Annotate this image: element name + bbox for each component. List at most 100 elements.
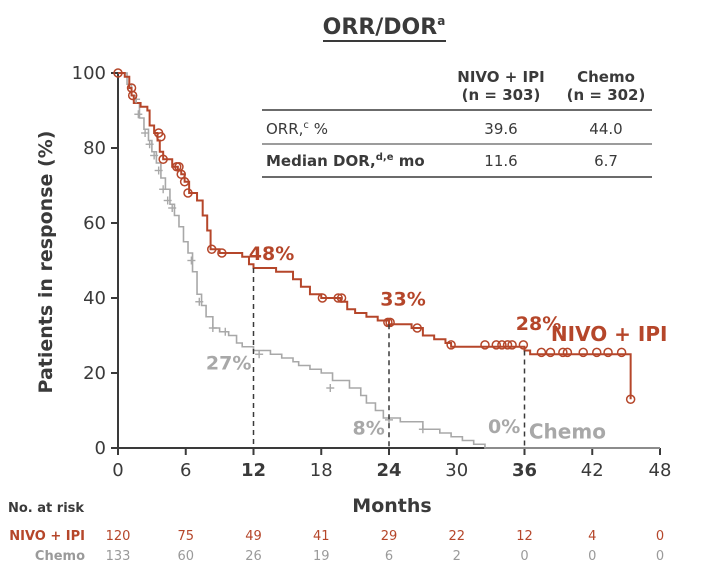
censor-mark-nivo <box>333 293 343 303</box>
censor-mark-nivo <box>497 340 507 350</box>
curve-nivo <box>118 72 632 400</box>
at-risk-nivo-label: NIVO + IPI <box>9 529 85 544</box>
at-risk-nivo: 29 <box>381 529 398 544</box>
censor-mark-nivo <box>176 169 186 179</box>
table-col-nivo-header: NIVO + IPI <box>457 68 544 86</box>
censor-mark-chemo <box>150 151 159 160</box>
censor-mark-nivo <box>412 323 422 333</box>
x-tick-label: 24 <box>376 460 401 481</box>
table-row-dor-chemo: 6.7 <box>594 152 618 170</box>
y-tick-label: 60 <box>83 213 106 234</box>
censor-mark-chemo <box>168 204 177 212</box>
landmark-label-nivo: 28% <box>516 313 561 335</box>
censor-mark-nivo <box>625 394 636 404</box>
censor-mark-nivo <box>558 347 568 358</box>
censor-mark-chemo <box>159 185 168 194</box>
table-col-chemo-header: Chemo <box>577 68 635 86</box>
censor-mark-nivo <box>562 347 573 358</box>
x-axis-label: Months <box>352 495 431 517</box>
series-label-chemo: Chemo <box>529 420 606 444</box>
censor-mark-nivo <box>578 347 588 358</box>
landmark-label-chemo: 8% <box>353 418 385 440</box>
y-tick-label: 100 <box>72 63 106 84</box>
censor-mark-nivo <box>156 132 166 142</box>
table-row-dor-label: Median DOR,d,e mo <box>266 152 425 170</box>
at-risk-nivo: 22 <box>448 529 465 544</box>
censor-mark-nivo <box>217 248 227 258</box>
table-col-chemo-n: (n = 302) <box>567 86 646 104</box>
at-risk-chemo: 133 <box>106 549 131 564</box>
censor-mark-nivo <box>536 347 547 358</box>
x-tick-label: 30 <box>445 460 468 481</box>
censor-mark-chemo <box>145 140 154 149</box>
censor-mark-chemo <box>163 196 172 205</box>
censor-mark-nivo <box>183 188 193 198</box>
censor-mark-nivo <box>446 340 456 350</box>
x-tick-label: 18 <box>310 460 333 481</box>
at-risk-header: No. at risk <box>8 501 84 516</box>
censor-mark-nivo <box>518 340 529 350</box>
censor-mark-nivo <box>592 347 602 358</box>
censor-mark-nivo <box>317 293 328 303</box>
censor-mark-chemo <box>141 129 150 137</box>
summary-table: NIVO + IPI (n = 303) Chemo (n = 302) ORR… <box>262 68 652 178</box>
x-tick-label: 12 <box>241 460 266 481</box>
landmark-label-chemo: 27% <box>206 352 251 374</box>
at-risk-chemo: 0 <box>588 549 596 564</box>
table-row-dor-nivo: 11.6 <box>484 152 517 170</box>
x-tick-label: 48 <box>649 460 672 481</box>
censor-mark-chemo <box>154 166 163 175</box>
censor-mark-chemo <box>195 297 204 306</box>
censor-mark-chemo <box>208 324 217 332</box>
censor-mark-nivo <box>491 340 502 350</box>
series-label-nivo: NIVO + IPI <box>551 322 668 346</box>
x-tick-label: 0 <box>112 460 123 481</box>
censor-mark-nivo <box>336 293 347 303</box>
table-col-nivo-n: (n = 303) <box>462 86 541 104</box>
x-tick-label: 42 <box>581 460 604 481</box>
landmark-label-chemo: 0% <box>488 416 520 438</box>
censor-mark-chemo <box>187 256 196 265</box>
at-risk-nivo: 41 <box>313 529 330 544</box>
at-risk-nivo: 4 <box>588 529 596 544</box>
y-tick-label: 80 <box>83 138 106 159</box>
censor-mark-nivo <box>113 68 123 78</box>
curve-chemo <box>118 72 660 449</box>
landmark-label-nivo: 48% <box>249 243 294 265</box>
y-tick-label: 40 <box>83 288 106 309</box>
at-risk-chemo: 19 <box>313 549 330 564</box>
censor-mark-nivo <box>206 244 217 254</box>
censor-mark-nivo <box>603 347 613 358</box>
at-risk-chemo: 2 <box>453 549 461 564</box>
chart-title: ORR/DORa <box>323 14 446 40</box>
at-risk-chemo: 26 <box>245 549 262 564</box>
censor-mark-nivo <box>502 340 513 350</box>
censor-mark-chemo <box>418 425 427 434</box>
censor-mark-chemo <box>326 384 335 392</box>
at-risk-chemo: 0 <box>656 549 664 564</box>
y-tick-label: 20 <box>83 363 106 384</box>
at-risk-chemo: 60 <box>177 549 194 564</box>
x-tick-label: 6 <box>180 460 191 481</box>
censor-mark-nivo <box>545 347 556 358</box>
censor-mark-nivo <box>385 317 395 328</box>
x-tick-label: 36 <box>512 460 537 481</box>
table-row-orr-chemo: 44.0 <box>589 120 622 138</box>
at-risk-nivo: 0 <box>656 529 664 544</box>
censor-mark-nivo <box>480 340 490 350</box>
censor-mark-chemo <box>255 350 264 359</box>
table-row-orr-nivo: 39.6 <box>484 120 517 138</box>
at-risk-nivo: 49 <box>245 529 262 544</box>
at-risk-chemo-label: Chemo <box>35 549 85 564</box>
censor-mark-nivo <box>158 154 168 164</box>
table-row-orr-label: ORR,c % <box>266 120 328 138</box>
censor-mark-chemo <box>134 110 143 119</box>
at-risk-nivo: 75 <box>177 529 194 544</box>
censor-mark-nivo <box>127 90 138 101</box>
censor-mark-chemo <box>221 327 230 336</box>
censor-mark-nivo <box>616 347 627 358</box>
censor-mark-nivo <box>179 177 190 187</box>
landmark-label-nivo: 33% <box>380 289 425 311</box>
at-risk-nivo: 120 <box>106 529 131 544</box>
